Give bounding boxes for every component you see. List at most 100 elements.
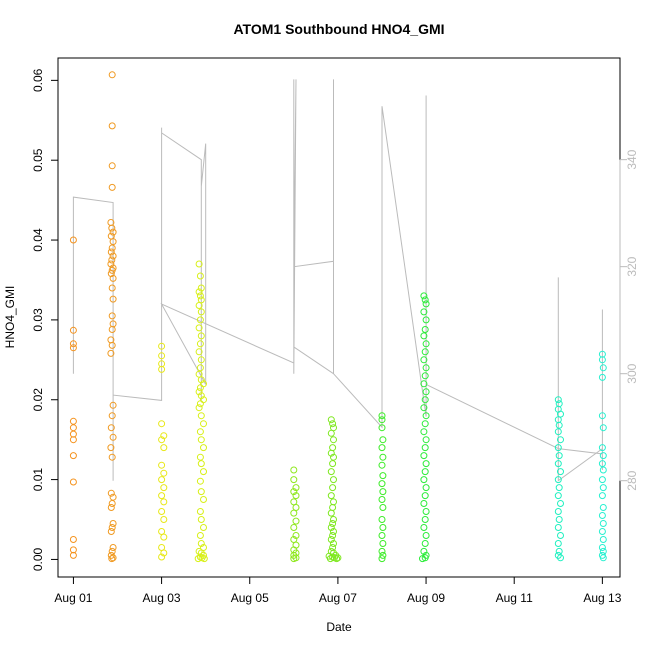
data-point: [158, 528, 166, 535]
data-point: [160, 469, 168, 477]
data-point: [378, 555, 386, 563]
data-point: [160, 498, 168, 506]
data-point: [598, 476, 606, 484]
x-tick-label: Aug 09: [407, 591, 445, 605]
data-point: [422, 412, 430, 420]
data-point: [196, 400, 204, 408]
altitude-line: [72, 79, 603, 482]
data-point: [195, 324, 203, 332]
data-point: [109, 544, 117, 551]
data-point: [290, 555, 298, 563]
data-point: [69, 424, 77, 432]
data-point: [108, 162, 116, 170]
data-point: [421, 516, 429, 523]
data-point: [422, 484, 430, 492]
data-point: [197, 412, 205, 420]
data-point: [420, 428, 428, 436]
data-point: [290, 466, 298, 474]
data-point: [419, 555, 426, 563]
data-point: [197, 284, 205, 292]
data-point: [200, 444, 207, 452]
data-point: [194, 555, 202, 563]
scatter-points-layer: [69, 71, 607, 563]
data-point: [554, 476, 562, 484]
data-point: [554, 396, 562, 404]
data-point: [554, 524, 562, 531]
x-tick-label: Aug 01: [54, 591, 92, 605]
data-point: [598, 373, 606, 381]
data-point: [330, 436, 337, 444]
data-point: [555, 516, 563, 523]
data-point: [109, 433, 117, 441]
data-point: [420, 452, 428, 460]
data-point: [599, 484, 607, 492]
data-point: [379, 524, 387, 531]
data-point: [196, 272, 204, 280]
data-point: [378, 480, 386, 488]
data-point: [196, 292, 204, 300]
data-point: [598, 492, 606, 500]
data-point: [290, 551, 298, 559]
data-point: [378, 547, 386, 555]
data-point: [108, 312, 116, 320]
y-tick-label: 0.06: [31, 68, 45, 92]
data-point: [378, 424, 386, 432]
data-point: [599, 466, 607, 474]
data-point: [196, 428, 204, 436]
data-point: [292, 532, 300, 539]
data-point: [69, 340, 77, 348]
data-point: [197, 549, 205, 557]
data-point: [108, 266, 116, 274]
data-point: [196, 384, 204, 392]
data-point: [329, 520, 337, 527]
data-point: [290, 524, 298, 531]
data-point: [107, 260, 115, 268]
data-point: [422, 532, 430, 539]
data-point: [420, 380, 428, 388]
data-point: [554, 444, 562, 452]
data-point: [108, 341, 116, 349]
data-point: [200, 524, 207, 531]
data-point: [69, 236, 77, 244]
data-point: [333, 555, 341, 563]
series-flight7: [378, 412, 387, 563]
data-point: [599, 520, 607, 527]
y2-axis: 280 300 320 340: [619, 149, 639, 491]
series-flight9: [554, 396, 564, 562]
data-point: [329, 504, 337, 511]
data-point: [327, 536, 335, 543]
data-point: [421, 468, 429, 476]
data-point: [554, 492, 562, 500]
data-point: [196, 453, 204, 461]
data-point: [69, 436, 77, 444]
data-point: [420, 547, 428, 555]
data-point: [555, 400, 563, 408]
data-point: [420, 308, 428, 316]
series-flight2: [107, 71, 117, 563]
data-point: [378, 496, 386, 503]
data-point: [196, 364, 204, 372]
data-point: [334, 554, 342, 562]
data-point: [109, 401, 117, 409]
data-point: [196, 508, 204, 515]
data-point: [200, 468, 207, 476]
data-point: [599, 536, 607, 543]
x-tick-label: Aug 07: [319, 591, 357, 605]
x-tick-label: Aug 05: [231, 591, 269, 605]
data-point: [554, 540, 562, 547]
data-point: [108, 500, 116, 507]
data-point: [422, 388, 430, 396]
data-point: [107, 504, 115, 511]
data-point: [379, 551, 387, 559]
data-point: [555, 547, 563, 555]
data-point: [160, 549, 168, 557]
data-point: [107, 528, 115, 535]
data-point: [379, 504, 387, 511]
data-point: [196, 532, 204, 539]
y-tick-label: 0.05: [31, 148, 45, 172]
data-point: [195, 288, 203, 296]
data-point: [107, 489, 115, 497]
data-point: [329, 484, 337, 492]
data-point: [557, 468, 564, 476]
data-point: [107, 270, 115, 278]
